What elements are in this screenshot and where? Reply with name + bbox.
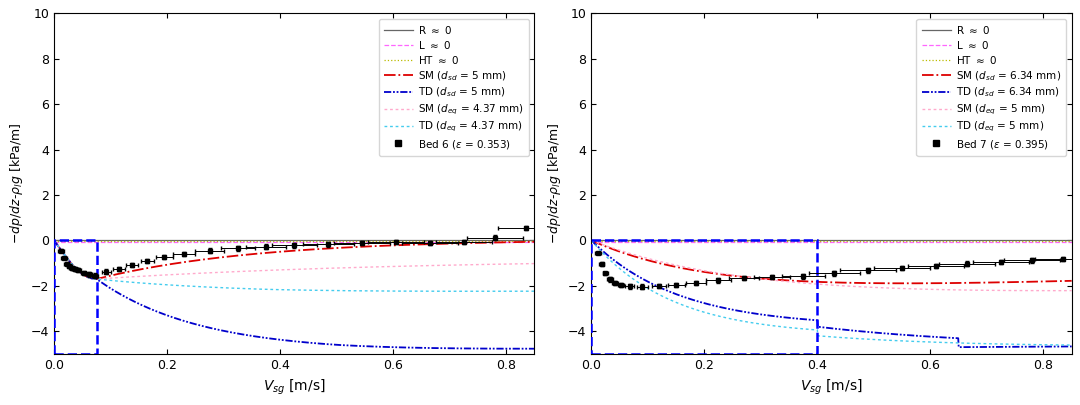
Legend: R $\approx$ 0, L $\approx$ 0, HT $\approx$ 0, SM ($d_{sd}$ = 5 mm), TD ($d_{sd}$: R $\approx$ 0, L $\approx$ 0, HT $\appro…	[379, 19, 529, 156]
Y-axis label: $-dp/dz$-$\rho_l g$ [kPa/m]: $-dp/dz$-$\rho_l g$ [kPa/m]	[9, 123, 25, 245]
Y-axis label: $-dp/dz$-$\rho_l g$ [kPa/m]: $-dp/dz$-$\rho_l g$ [kPa/m]	[545, 123, 563, 245]
X-axis label: $\mathit{V}_{sg}$ [m/s]: $\mathit{V}_{sg}$ [m/s]	[800, 377, 863, 396]
Bar	[592, 241, 818, 354]
Bar	[54, 241, 96, 354]
Legend: R $\approx$ 0, L $\approx$ 0, HT $\approx$ 0, SM ($d_{sd}$ = 6.34 mm), TD ($d_{s: R $\approx$ 0, L $\approx$ 0, HT $\appro…	[917, 19, 1066, 156]
X-axis label: $\mathit{V}_{sg}$ [m/s]: $\mathit{V}_{sg}$ [m/s]	[262, 377, 326, 396]
